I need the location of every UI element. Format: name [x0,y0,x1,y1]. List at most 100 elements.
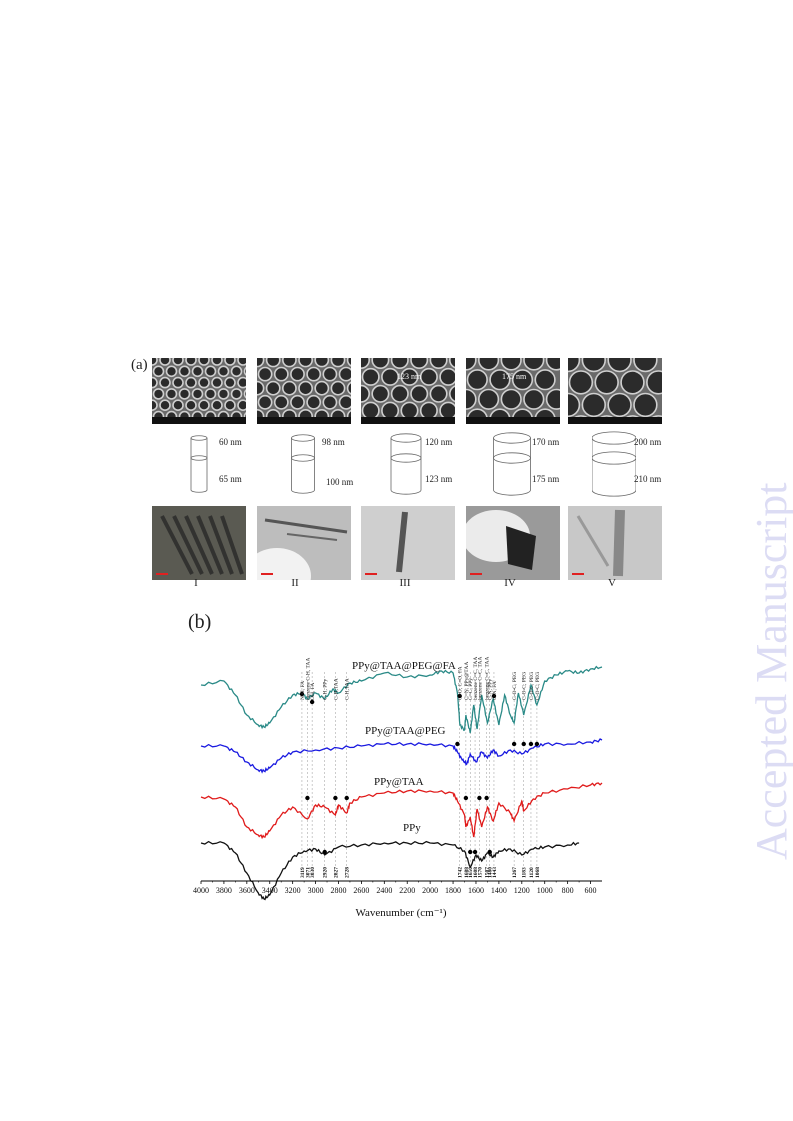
nanotube-schematic-1 [190,435,208,493]
sem-image-5 [568,358,662,424]
x-tick-label: 1200 [514,886,530,895]
peak-number: 1650 [468,867,474,878]
peak-number: 2728 [345,867,351,878]
panel-b-label: (b) [188,611,212,633]
x-tick-label: 2400 [376,886,392,895]
bottom-diameter-label: 123 nm [425,474,453,484]
band-label: benzene C-H, TAA [305,658,311,700]
peak-marker [534,741,540,747]
peak-marker [521,741,526,747]
band-label: C-H, PPy [323,679,329,700]
peak-marker [455,741,460,747]
sample-numeral: V [608,577,616,589]
peak-marker [491,693,497,699]
sample-numeral: III [399,577,411,589]
tem-image-1 [152,506,246,580]
peak-marker [484,795,489,801]
band-label: C-O-C, PEG [529,672,535,700]
x-tick-label: 4000 [193,886,209,895]
sample-numeral: IV [504,577,516,589]
series-line [200,782,603,840]
peak-marker [463,795,469,801]
x-tick-label: 2200 [399,886,415,895]
peak-number: 1507 [485,867,491,878]
x-tick-label: 3800 [216,886,232,895]
top-diameter-label: 200 nm [634,437,662,447]
band-label: C=N, PPy@TAA [464,662,470,700]
band-label: C=C, PPy [468,678,474,700]
peak-number: 1608 [473,867,479,878]
band-label: C-H,TAA [345,678,351,700]
peak-number: 1742 [458,867,464,878]
band-label: OH, FA [310,683,316,700]
series-line [200,665,603,734]
peak-number: 1183 [522,867,528,878]
x-tick-label: 1600 [468,886,484,895]
sem-annotation: 123 nm [397,372,422,381]
x-tick-label: 2800 [330,886,346,895]
bottom-diameter-label: 210 nm [634,474,662,484]
band-label: C-H,TAA [333,678,339,700]
series-line [200,840,580,901]
band-label: C=O, C=O, FA [458,666,464,700]
series-label: PPy@TAA@PEG@FA [352,660,456,672]
tem-image-3 [361,506,455,580]
x-tick-label: 3400 [262,886,278,895]
tem-image-2 [257,506,351,580]
band-label: C-O-C, PEG [535,672,541,700]
peak-marker [528,741,534,747]
nanotube-schematic-2 [291,434,315,494]
ftir-chart: PPy@TAA@PEG@FA PPy@TAA@PEG PPy@TAA PPy N-H, … [193,657,603,919]
band-label: benzene C=C, TAA [485,657,491,700]
x-tick-label: 1000 [537,886,553,895]
sample-numeral: I [194,577,198,589]
peak-marker [299,691,305,697]
nanotube-schematic-3 [390,433,422,495]
x-tick-label: 3000 [308,886,324,895]
x-tick-label: 2600 [353,886,369,895]
peak-number: 1688 [464,867,470,878]
peak-number: 3030 [310,867,316,878]
top-diameter-label: 120 nm [425,437,453,447]
band-label: benzene C=C, TAA [477,657,483,700]
x-axis-label: Wavenumber (cm⁻¹) [356,907,447,919]
x-tick-label: 600 [585,886,597,895]
tem-image-4 [466,506,560,580]
sem-annotation: 175 nm [502,372,527,381]
sample-numeral: II [291,577,299,589]
sem-image-4: 175 nm [466,358,560,424]
x-tick-label: 3200 [285,886,301,895]
series-line [200,738,603,774]
top-diameter-label: 60 nm [219,437,242,447]
series-label: PPy [403,822,421,834]
peak-number: 1570 [477,867,483,878]
peak-marker [309,699,315,705]
band-label: benzene C=C, TAA [473,657,479,700]
peak-marker [477,795,482,801]
peak-number: 1120 [529,867,535,878]
panel-a-label: (a) [131,357,148,373]
peak-marker [487,849,492,855]
peak-number: 1443 [492,867,498,878]
series-label: PPy@TAA [374,776,424,788]
peak-number: 2827 [333,867,339,878]
sem-image-2 [257,358,351,424]
x-tick-label: 1800 [445,886,461,895]
band-label: C-N, FA [492,681,498,700]
series-label: PPy@TAA@PEG [365,725,446,737]
peak-number: 1480 [488,867,494,878]
nanotube-schematic-4 [493,432,531,496]
band-label: N-H, FA [300,681,306,700]
peak-marker [468,849,473,855]
top-diameter-label: 98 nm [322,437,345,447]
peak-marker [322,849,327,855]
peak-number: 1068 [535,867,541,878]
sem-image-1 [152,358,246,424]
x-tick-label: 1400 [491,886,507,895]
peak-marker [344,795,349,801]
watermark: Accepted Manuscript [747,482,793,860]
x-tick-label: 800 [562,886,574,895]
peak-number: 2920 [323,867,329,878]
x-tick-label: 2000 [422,886,438,895]
peak-marker [472,849,478,855]
